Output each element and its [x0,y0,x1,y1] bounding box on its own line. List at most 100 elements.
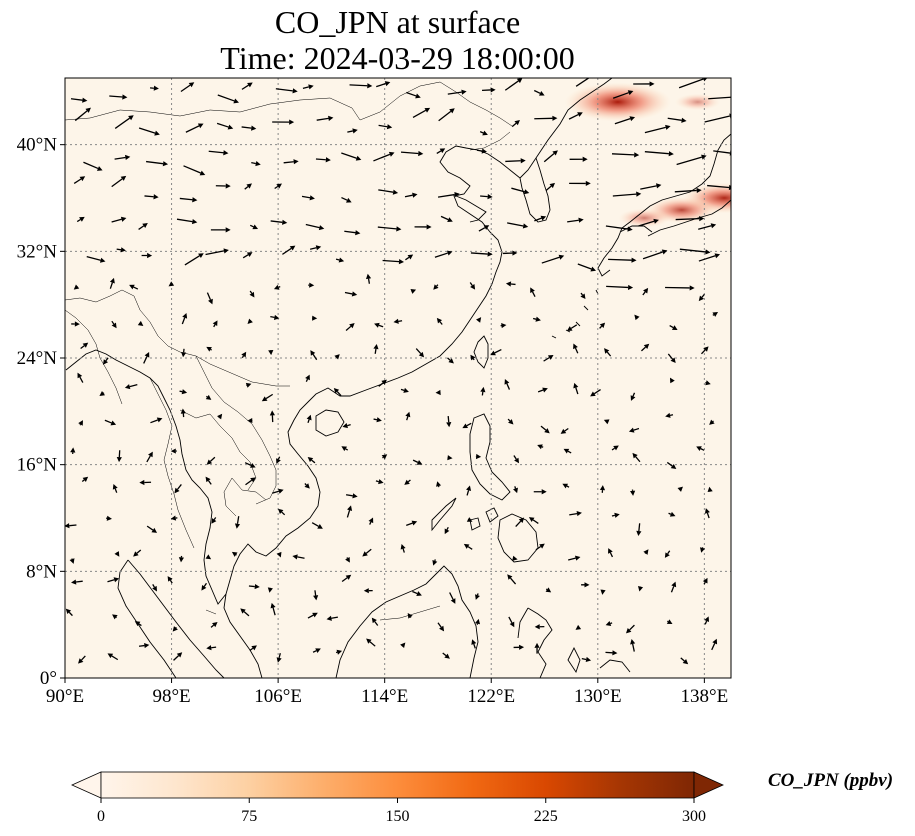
wind-arrow [312,315,318,321]
wind-arrow [217,413,223,420]
wind-arrow [345,323,355,331]
lon-tick-label: 98°E [152,686,190,707]
wind-arrow [73,284,80,290]
wind-arrow [210,227,231,233]
wind-arrow [206,346,212,352]
wind-arrow [362,548,372,557]
wind-arrow [77,372,84,383]
wind-arrow [146,451,153,463]
wind-arrow [641,343,650,352]
wind-arrow [245,382,252,388]
wind-arrow [482,87,496,93]
wind-arrow [478,225,490,232]
wind-arrow [568,112,583,120]
wind-arrow [231,551,238,557]
wind-arrow [249,290,255,298]
wind-arrow [447,455,453,461]
wind-arrow [611,152,640,158]
coastline-palawan [431,497,457,532]
wind-arrow [109,277,115,289]
wind-arrow [490,348,502,356]
wind-arrow [216,122,234,130]
wind-arrow [183,165,206,176]
wind-arrow [678,78,708,89]
wind-arrow [400,642,406,649]
wind-arrow [104,419,117,426]
wind-arrow [676,154,707,166]
wind-arrow [577,263,597,272]
wind-arrow [599,485,606,493]
wind-arrow [71,579,83,585]
wind-arrow [666,619,673,625]
wind-arrow [545,182,556,191]
wind-arrow [436,148,446,154]
map-title: CO_JPN at surface [274,4,521,40]
wind-arrow [249,645,257,651]
wind-arrow [533,489,547,495]
wind-arrow [532,316,541,322]
wind-arrow [632,452,641,463]
wind-arrow [176,218,198,225]
colorbar-tick-label: 300 [682,808,706,825]
wind-arrow [680,657,689,665]
wind-arrow [502,250,518,256]
wind-arrow [272,119,295,125]
wind-arrow [541,254,565,264]
wind-arrow [341,446,349,452]
colorbar-extend-low [71,771,102,799]
wind-arrow [511,187,530,195]
wind-arrow [560,427,569,434]
coastline-hainan [315,409,345,437]
border-myanmar-thailand [149,377,195,549]
wind-arrow [537,444,544,450]
wind-arrow [712,311,719,317]
wind-arrow [513,455,520,464]
wind-arrow [208,150,229,156]
wind-arrow [344,291,358,297]
wind-arrow [530,287,536,297]
wind-arrow [205,394,212,400]
wind-arrow [505,281,516,287]
country-borders [65,81,513,621]
wind-arrow [568,555,581,561]
wind-arrow [335,257,345,263]
wind-arrow [475,593,480,600]
wind-arrow [185,123,204,133]
wind-arrow [205,554,212,560]
wind-arrow [444,526,450,535]
wind-arrow [86,255,106,263]
co-hotspot-north-pacific-plume [675,93,721,111]
wind-arrow [605,225,633,232]
wind-arrow [170,515,178,521]
wind-arrow [437,622,445,632]
wind-arrow [507,574,517,585]
wind-arrow [667,353,676,363]
wind-arrow [644,151,674,157]
lat-tick-label: 0° [40,668,57,689]
wind-arrow [114,551,120,557]
wind-arrow [436,317,443,325]
wind-arrow [241,351,247,359]
wind-arrow [374,322,384,328]
wind-arrow [283,159,299,165]
wind-arrow [665,285,695,291]
lon-tick-label: 138°E [681,686,729,707]
lon-tick-label: 130°E [574,686,622,707]
lat-tick-label: 16°N [17,455,58,476]
wind-arrow [608,257,637,263]
wind-arrow [630,489,636,496]
wind-arrow [363,588,373,594]
wind-arrow [249,224,259,230]
wind-arrow [70,447,76,455]
wind-arrow [334,354,340,360]
wind-arrow [381,454,388,460]
wind-arrow [605,650,618,656]
wind-arrow [114,115,134,129]
wind-arrow [277,508,286,516]
wind-vectors [65,78,731,665]
wind-arrow [534,642,540,654]
colorbar-gradient [100,771,695,799]
wind-arrow [167,576,173,584]
wind-arrow [611,445,619,451]
wind-arrow [476,148,487,154]
